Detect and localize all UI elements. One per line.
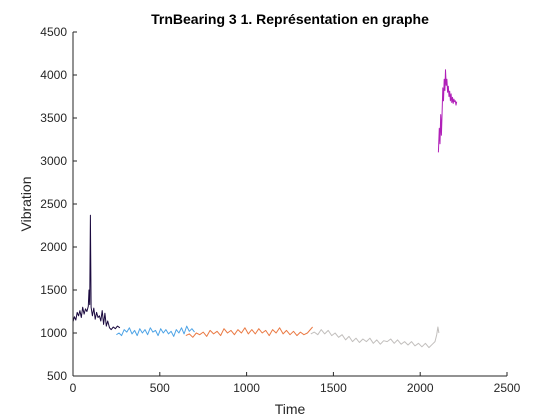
series-line-1 <box>72 214 121 331</box>
series-line-2 <box>116 325 195 337</box>
x-tick-label: 2000 <box>407 381 434 395</box>
series-line-4 <box>310 326 440 349</box>
y-tick-label: 3500 <box>40 111 67 125</box>
tick-layer: 0 500 1000 1500 2000 250050010001500200025003… <box>40 25 520 395</box>
y-tick-label: 4500 <box>40 25 67 39</box>
y-tick-label: 1500 <box>40 283 67 297</box>
y-tick-label: 1000 <box>40 326 67 340</box>
y-tick-label: 2000 <box>40 240 67 254</box>
y-tick-label: 500 <box>47 369 67 383</box>
y-tick-label: 4000 <box>40 68 67 82</box>
y-axis-label: Vibration <box>18 176 34 231</box>
series-line-3 <box>185 326 313 338</box>
y-tick-label: 3000 <box>40 154 67 168</box>
y-tick-label: 2500 <box>40 197 67 211</box>
x-tick-label: 0 <box>70 381 77 395</box>
x-tick-label: 500 <box>150 381 170 395</box>
series-line-5 <box>437 69 458 153</box>
plot-area <box>73 32 507 376</box>
x-tick-label: 1000 <box>233 381 260 395</box>
x-tick-label: 2500 <box>494 381 521 395</box>
series-layer <box>72 69 458 349</box>
x-tick-label: 1500 <box>320 381 347 395</box>
chart-title: TrnBearing 3 1. Représentation en graphe <box>151 11 429 27</box>
x-axis-label: Time <box>275 401 306 417</box>
